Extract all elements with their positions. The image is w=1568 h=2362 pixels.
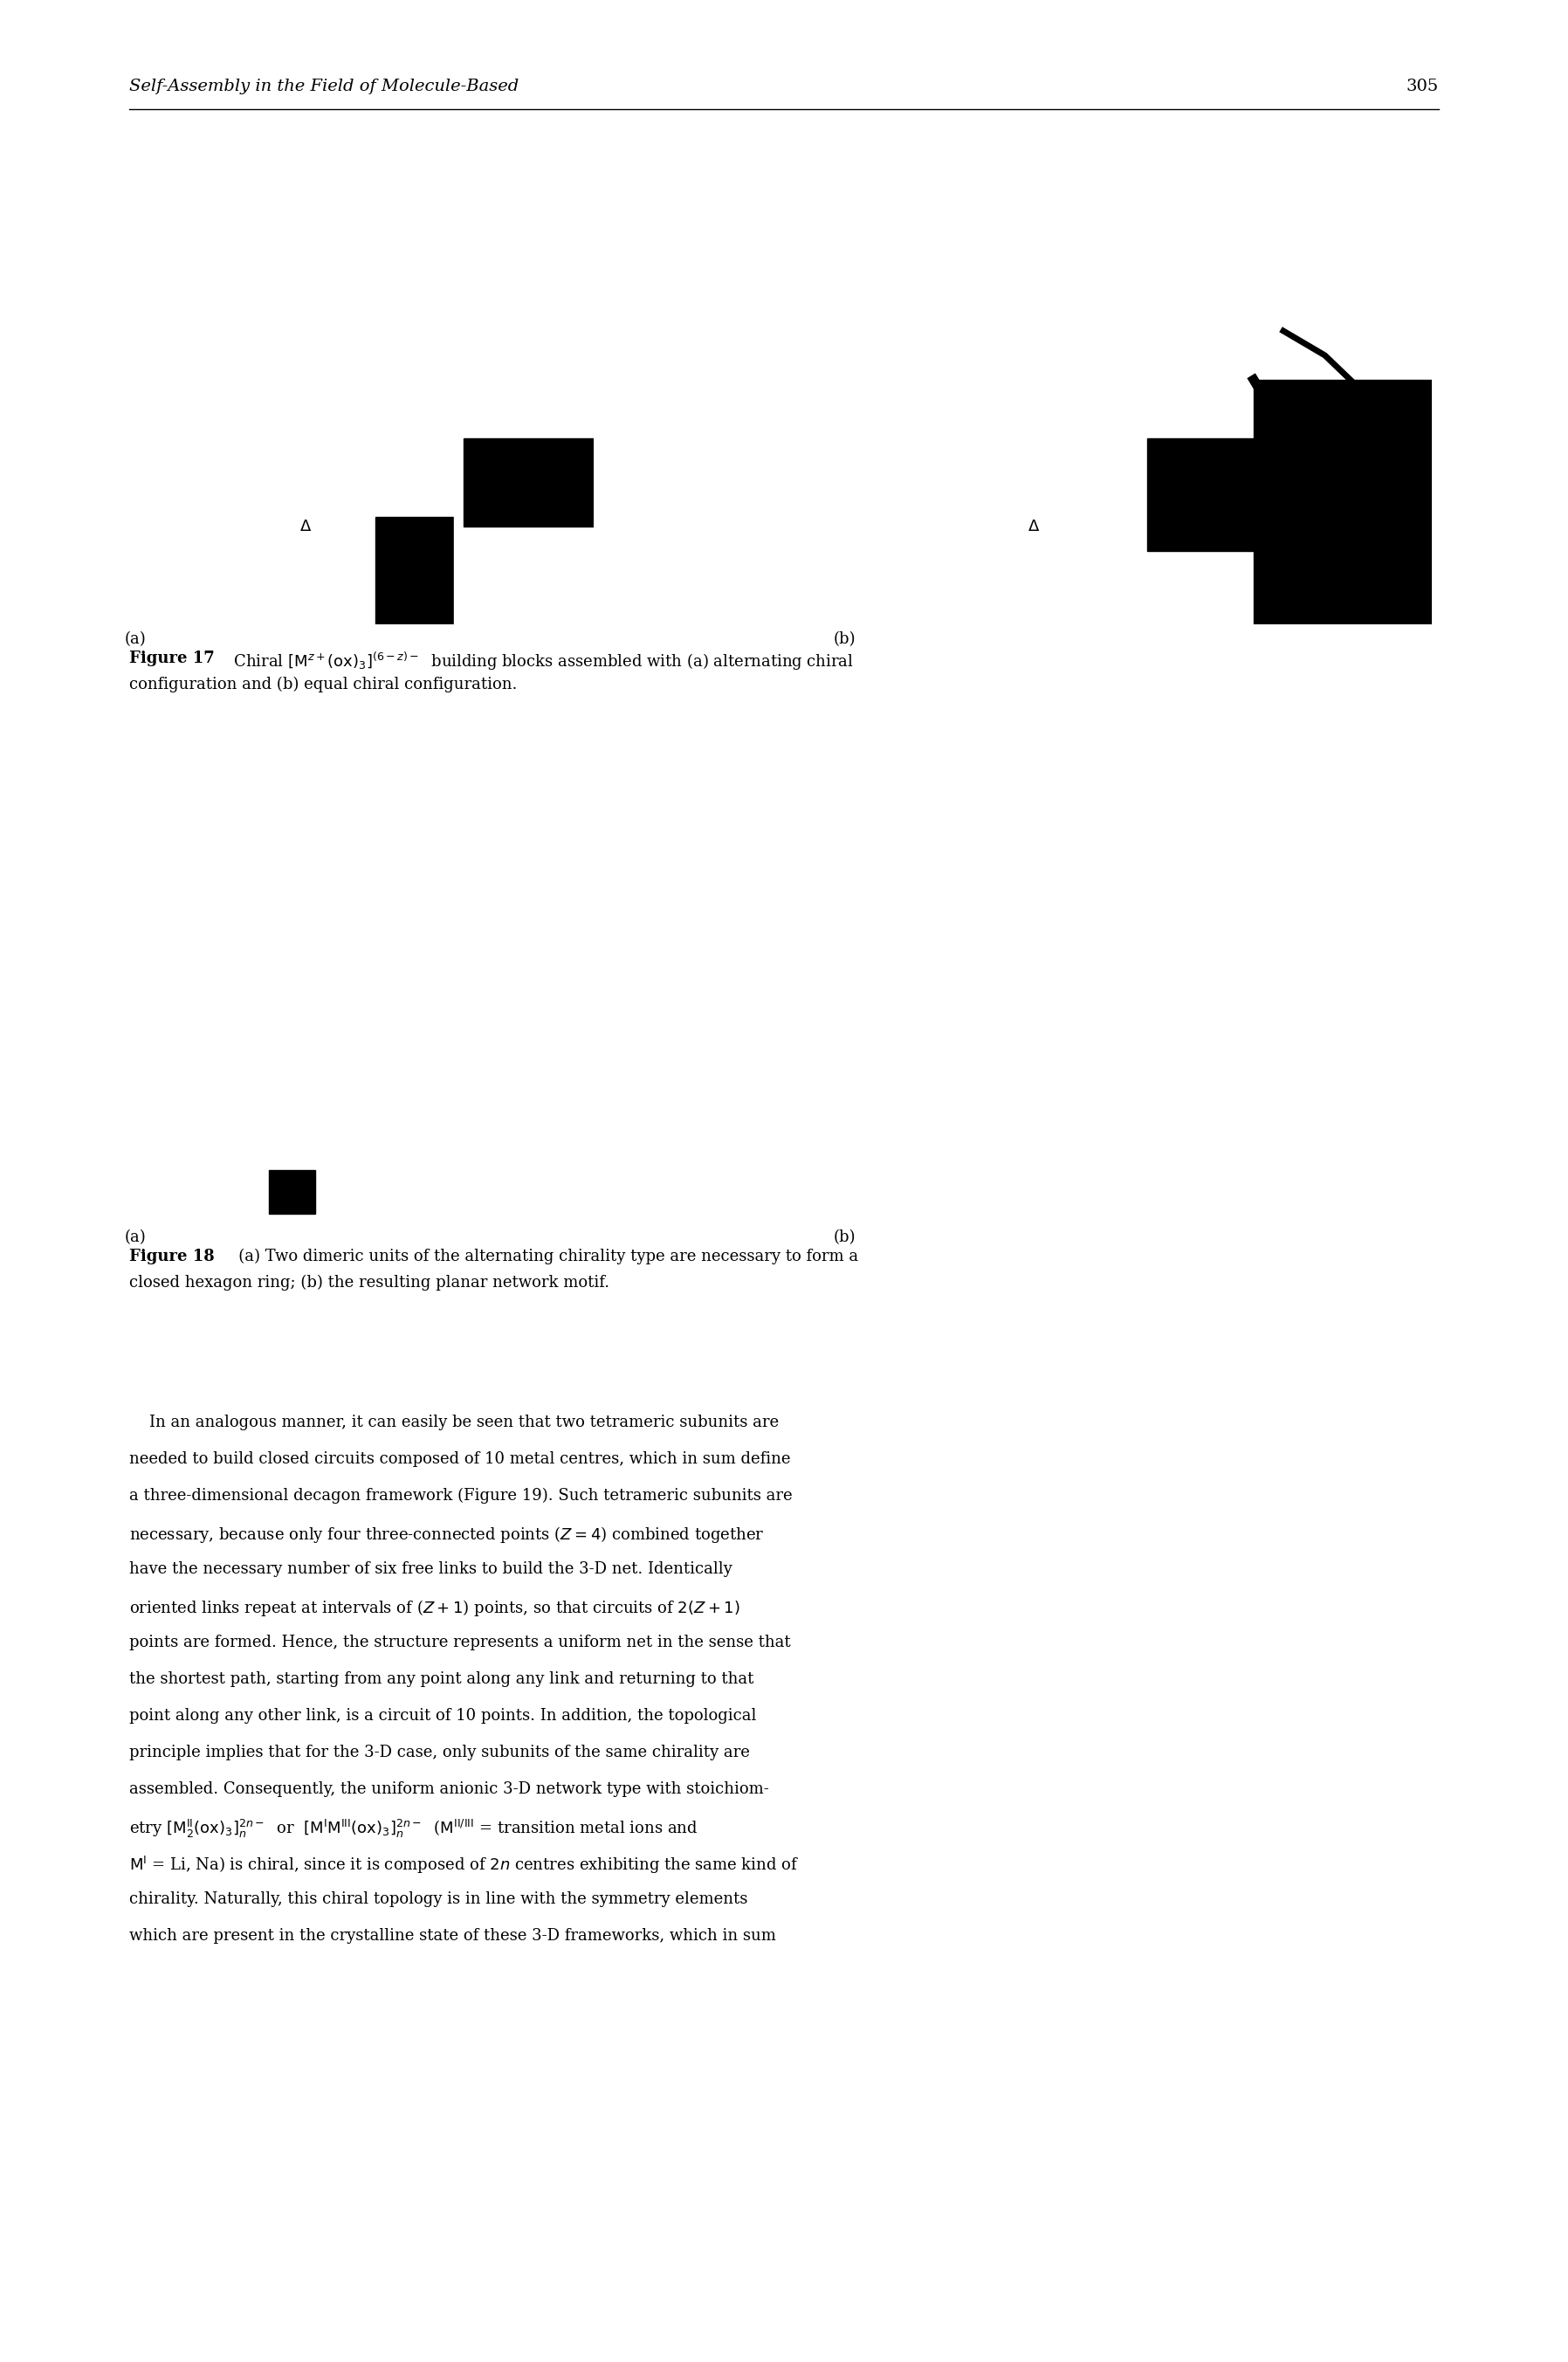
Text: etry $[\mathrm{M}_2^{\mathrm{II}}(\mathrm{ox})_3]_n^{2n-}$  or  $[\mathrm{M}^{\m: etry $[\mathrm{M}_2^{\mathrm{II}}(\mathr… bbox=[129, 1819, 698, 1840]
Text: $\Delta$: $\Delta$ bbox=[416, 520, 428, 534]
Text: points are formed. Hence, the structure represents a uniform net in the sense th: points are formed. Hence, the structure … bbox=[129, 1635, 790, 1651]
Bar bbox=[268, 1169, 315, 1214]
Text: needed to build closed circuits composed of 10 metal centres, which in sum defin: needed to build closed circuits composed… bbox=[129, 1450, 790, 1467]
Bar bbox=[1146, 439, 1254, 550]
Text: (b): (b) bbox=[834, 1231, 856, 1245]
Text: $\Delta$: $\Delta$ bbox=[1176, 520, 1189, 534]
Text: (a): (a) bbox=[125, 1231, 146, 1245]
Bar bbox=[259, 439, 455, 624]
Text: which are present in the crystalline state of these 3-D frameworks, which in sum: which are present in the crystalline sta… bbox=[129, 1927, 776, 1944]
Text: have the necessary number of six free links to build the 3-D net. Identically: have the necessary number of six free li… bbox=[129, 1561, 732, 1578]
Text: $\Delta$: $\Delta$ bbox=[1029, 520, 1040, 534]
Text: necessary, because only four three-connected points ($Z = 4$) combined together: necessary, because only four three-conne… bbox=[129, 1523, 764, 1545]
Text: chirality. Naturally, this chiral topology is in line with the symmetry elements: chirality. Naturally, this chiral topolo… bbox=[129, 1892, 748, 1906]
Text: point along any other link, is a circuit of 10 points. In addition, the topologi: point along any other link, is a circuit… bbox=[129, 1708, 756, 1724]
Text: (a): (a) bbox=[125, 631, 146, 647]
Bar bbox=[956, 439, 1254, 624]
Text: Figure 17: Figure 17 bbox=[129, 650, 215, 666]
Text: oriented links repeat at intervals of ($Z + 1$) points, so that circuits of $2(Z: oriented links repeat at intervals of ($… bbox=[129, 1599, 740, 1618]
Text: closed hexagon ring; (b) the resulting planar network motif.: closed hexagon ring; (b) the resulting p… bbox=[129, 1275, 610, 1290]
Text: In an analogous manner, it can easily be seen that two tetrameric subunits are: In an analogous manner, it can easily be… bbox=[129, 1415, 779, 1431]
Text: (a) Two dimeric units of the alternating chirality type are necessary to form a: (a) Two dimeric units of the alternating… bbox=[224, 1249, 858, 1264]
Text: Self-Assembly in the Field of Molecule-Based: Self-Assembly in the Field of Molecule-B… bbox=[129, 78, 519, 94]
Text: principle implies that for the 3-D case, only subunits of the same chirality are: principle implies that for the 3-D case,… bbox=[129, 1746, 750, 1760]
Text: Figure 18: Figure 18 bbox=[129, 1249, 215, 1264]
Text: a three-dimensional decagon framework (Figure 19). Such tetrameric subunits are: a three-dimensional decagon framework (F… bbox=[129, 1488, 792, 1505]
Bar bbox=[1254, 380, 1432, 624]
Text: $\Delta$: $\Delta$ bbox=[299, 520, 312, 534]
Bar bbox=[375, 517, 464, 624]
Text: assembled. Consequently, the uniform anionic 3-D network type with stoichiom-: assembled. Consequently, the uniform ani… bbox=[129, 1781, 768, 1797]
Bar bbox=[455, 439, 594, 624]
Text: (b): (b) bbox=[834, 631, 856, 647]
Text: the shortest path, starting from any point along any link and returning to that: the shortest path, starting from any poi… bbox=[129, 1672, 754, 1686]
Bar bbox=[268, 1136, 353, 1214]
Text: 305: 305 bbox=[1406, 78, 1439, 94]
Text: Chiral $[\mathrm{M}^{z+}(\mathrm{ox})_3]^{(6-z)-}$  building blocks assembled wi: Chiral $[\mathrm{M}^{z+}(\mathrm{ox})_3]… bbox=[224, 650, 855, 673]
Text: $\mathrm{M}^{\mathrm{I}}$ = Li, Na) is chiral, since it is composed of $2n$ cent: $\mathrm{M}^{\mathrm{I}}$ = Li, Na) is c… bbox=[129, 1854, 798, 1875]
Bar bbox=[464, 439, 594, 527]
Text: configuration and (b) equal chiral configuration.: configuration and (b) equal chiral confi… bbox=[129, 678, 517, 692]
